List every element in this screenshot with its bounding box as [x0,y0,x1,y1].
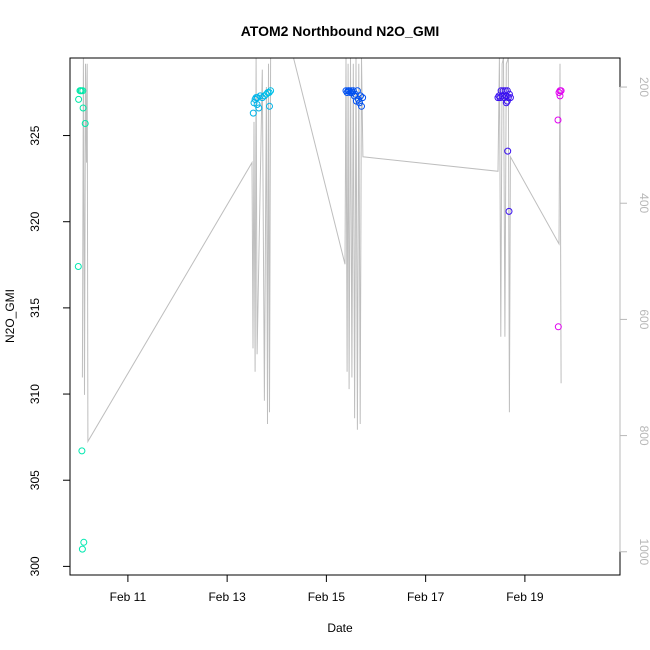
data-point [496,94,504,102]
y2-axis: 200 400 600 800 1000 [619,77,650,565]
y-tick-label: 315 [28,298,42,318]
plot-frame [69,57,621,576]
data-point [556,92,564,100]
data-point [357,92,364,100]
pressure-trace-layer [81,58,562,444]
data-point [81,120,89,127]
data-point [253,101,261,108]
x-axis: Feb 11 Feb 13 Feb 15 Feb 17 Feb 19 [110,574,544,604]
data-point [354,95,362,103]
y-tick-label: 325 [28,125,42,145]
data-point [267,87,275,95]
data-point [356,99,363,107]
data-point [359,94,367,102]
y2-tick-label: 800 [637,426,650,446]
data-point [557,87,565,95]
y-tick-label: 305 [28,470,42,490]
chart-title: ATOM2 Northbound N2O_GMI [241,23,440,39]
data-point [353,87,361,95]
x-tick-label: Feb 13 [208,590,246,604]
data-point [258,94,266,102]
x-tick-label: Feb 15 [308,590,346,604]
data-point [349,87,357,95]
data-point [504,147,512,155]
y-tick-label: 310 [28,384,42,404]
data-point [79,87,87,95]
data-point [266,102,273,110]
y2-tick-label: 1000 [637,538,650,565]
data-point [554,116,562,124]
y2-tick-label: 600 [637,309,650,329]
y-tick-label: 300 [28,556,42,576]
data-point [255,104,263,112]
data-point [256,92,264,100]
data-point [505,90,513,98]
data-point [249,109,257,117]
y-axis: 300 305 310 315 320 325 [28,125,71,576]
data-point [78,447,86,455]
y-tick-label: 320 [28,211,42,231]
x-tick-label: Feb 11 [110,590,147,604]
points-layer [74,87,565,553]
data-point [75,95,83,103]
data-point [342,87,350,95]
data-point [74,263,82,270]
data-point [78,545,86,553]
x-tick-label: Feb 19 [506,590,544,604]
y-axis-label: N2O_GMI [3,289,17,343]
data-point [501,87,509,95]
y2-tick-label: 400 [637,193,650,213]
pressure-trace-line [81,58,562,444]
data-point [498,92,506,100]
data-point [505,207,513,215]
data-point [358,102,365,110]
data-point [503,87,511,95]
data-point [79,104,87,112]
data-point [554,323,562,331]
x-tick-label: Feb 17 [407,590,445,604]
y2-tick-label: 200 [637,77,650,97]
x-axis-label: Date [327,621,353,635]
data-point [499,87,507,95]
data-point [503,97,511,105]
data-point [502,99,510,107]
data-point [80,538,88,546]
data-point [265,89,273,96]
